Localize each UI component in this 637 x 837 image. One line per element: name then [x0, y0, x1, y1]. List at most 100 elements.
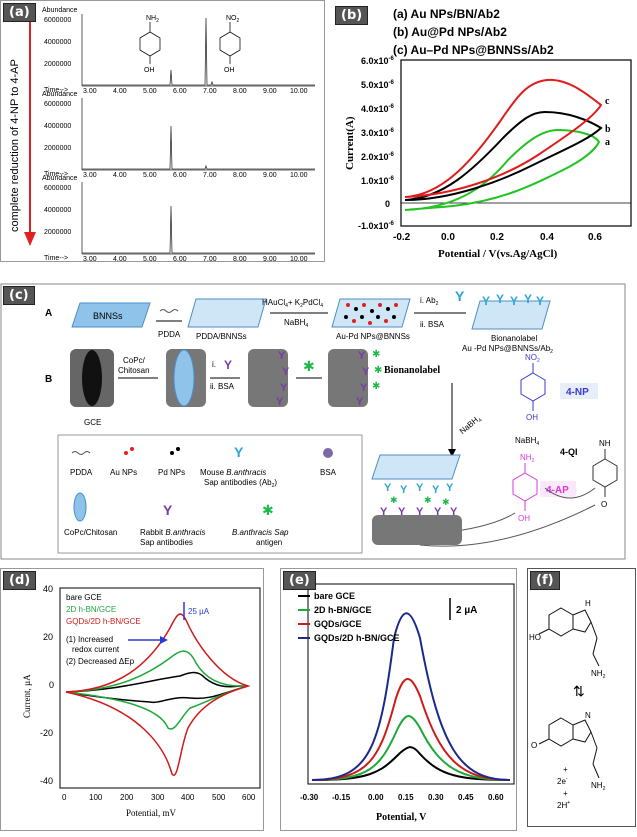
mol2-bottom: OH: [224, 67, 235, 74]
panel-b-figure: (a) Au NPs/BN/Ab2 (b) Au@Pd NPs/Ab2 (c) …: [344, 7, 632, 260]
panel-e-frame: [280, 568, 517, 831]
4ap-label: 4-AP: [546, 485, 569, 496]
svg-text:✱: ✱: [442, 497, 450, 507]
pdda-step-label: PDDA: [158, 330, 181, 339]
dpv-gqdbn: [311, 612, 511, 781]
svg-text:Y: Y: [446, 482, 454, 494]
bionanolabel-label: Bionanolabel: [491, 334, 537, 343]
panel-d-tag: (d): [3, 571, 37, 590]
x-tick: 0.2: [490, 232, 504, 243]
4ap-badge: [540, 481, 576, 497]
legend-pd: Pd NPs: [158, 468, 185, 477]
aminophenol-structure: [139, 22, 161, 64]
sensor-antigens: ✱ ✱ ✱: [390, 495, 450, 507]
x-tick: 9.00: [263, 172, 277, 179]
step-ii-label: ii. BSA: [420, 320, 445, 329]
legend-mouse-icon: Y: [234, 444, 244, 460]
serotonin-structure: [538, 607, 600, 667]
x-tick: 100: [89, 793, 103, 802]
panel-f-figure: HO H NH2 ⇅ O N NH2 + 2e- + 2H+: [527, 568, 636, 827]
x-tick: 9.00: [263, 256, 277, 262]
y-tick: -20: [40, 728, 53, 738]
protons: 2H+: [557, 800, 570, 810]
legend-mouse-2: Sap antibodies (Ab2): [204, 478, 277, 489]
legend-antigen-icon: ✱: [262, 502, 274, 518]
x-tick: 200: [120, 793, 134, 802]
legend-antigen: B.anthracis Sap: [232, 528, 289, 537]
legend-au: Au NPs: [110, 468, 137, 477]
nitrophenol-structure: [219, 22, 241, 64]
x-tick: 0: [62, 793, 67, 802]
panel-a: complete reduction of 4-NP to 4-AP Abund…: [0, 0, 325, 263]
cv-curve-a: [404, 128, 601, 211]
y-tick: 1.0x10-6: [361, 176, 395, 186]
panel-d: 40 20 0 -20 -40 Current, µA 0 100 200 30…: [0, 568, 270, 832]
nh2-label: NH2: [520, 453, 535, 464]
svg-text:✱: ✱: [424, 495, 432, 505]
y-tick: 4.0x10-6: [361, 104, 395, 114]
reagent-label: HAuCl4+ K2PdCl4: [262, 298, 323, 309]
panel-a-figure: complete reduction of 4-NP to 4-AP Abund…: [0, 0, 325, 263]
step-b-ii: ii. BSA: [210, 382, 235, 391]
y-tick: 0: [385, 199, 390, 209]
aupd-sheet: [331, 298, 411, 328]
reduction-arrowhead: [24, 232, 36, 246]
n-label-2: N: [585, 711, 591, 720]
y-tick: 2.0x10-6: [361, 152, 395, 162]
time-label-1: Time-->: [44, 87, 68, 94]
x-tick: 10.00: [290, 88, 308, 95]
cv-curve-c: [404, 78, 603, 198]
y-tick: 3.0x10-6: [361, 128, 395, 138]
row-a-label: A: [45, 308, 52, 319]
x-tick: 400: [181, 793, 195, 802]
plot-frame-b: [400, 59, 632, 227]
note-2: redox current: [72, 645, 120, 654]
y-tick-3b: 4000000: [44, 207, 71, 214]
panel-b-legend: (a) Au NPs/BN/Ab2 (b) Au@Pd NPs/Ab2 (c) …: [393, 7, 554, 57]
antigens-on-electrode: ✱ ✱ ✱: [372, 349, 382, 392]
svg-text:Y: Y: [416, 506, 424, 518]
svg-text:Y: Y: [278, 350, 286, 362]
x-tick: -0.30: [300, 793, 319, 802]
plot-frame-e: [307, 583, 515, 785]
svg-text:Y: Y: [496, 292, 504, 306]
dpv-hbn: [311, 715, 511, 781]
4qi-label: 4-QI: [560, 447, 578, 457]
svg-text:Y: Y: [380, 506, 388, 518]
x-tick: 3.00: [83, 172, 97, 179]
x-ticks-d: 0 100 200 300 400 500 600: [62, 793, 256, 802]
x-tick: 3.00: [83, 256, 97, 262]
x-tick: 8.00: [233, 256, 247, 262]
no2-label: NO2: [525, 353, 540, 364]
arrow-down-head: [448, 449, 456, 457]
legend-d-hbn: 2D h-BN/GCE: [66, 605, 116, 614]
4np-label: 4-NP: [566, 387, 589, 398]
trace-1: [82, 17, 315, 86]
abundance-label-3: Abundance: [42, 175, 78, 182]
abundance-label-2: Abundance: [42, 91, 78, 98]
time-label-3: Time-->: [44, 255, 68, 262]
x-tick: 4.00: [113, 256, 127, 262]
y-tick: 0: [49, 680, 54, 690]
x-tick: 0.6: [588, 232, 602, 243]
antigen-icon: ✱: [303, 358, 315, 374]
x-tick: 10.00: [290, 172, 308, 179]
svg-text:✱: ✱: [390, 495, 398, 505]
redox-arrow-2: [419, 504, 596, 547]
x-ticks-1: 3.00 4.00 5.00 6.00 7.00 8.00 9.00 10.00: [83, 88, 308, 95]
y-tick: 6.0x10-6: [361, 56, 395, 66]
time-label-2: Time-->: [44, 171, 68, 178]
svg-text:Y: Y: [416, 482, 424, 494]
x-tick: -0.2: [393, 232, 411, 243]
mol1-bottom: OH: [144, 67, 155, 74]
x-tick: 0.15: [398, 793, 414, 802]
svg-text:✱: ✱: [374, 365, 382, 376]
dpv-gqd: [311, 678, 511, 781]
sensor-sheet: [371, 454, 461, 480]
x-tick: 6.00: [173, 88, 187, 95]
legend-antigen-2: antigen: [256, 538, 282, 547]
x-tick: 0.0: [441, 232, 455, 243]
panel-a-frame: [0, 0, 325, 262]
trace-2: [82, 125, 315, 170]
